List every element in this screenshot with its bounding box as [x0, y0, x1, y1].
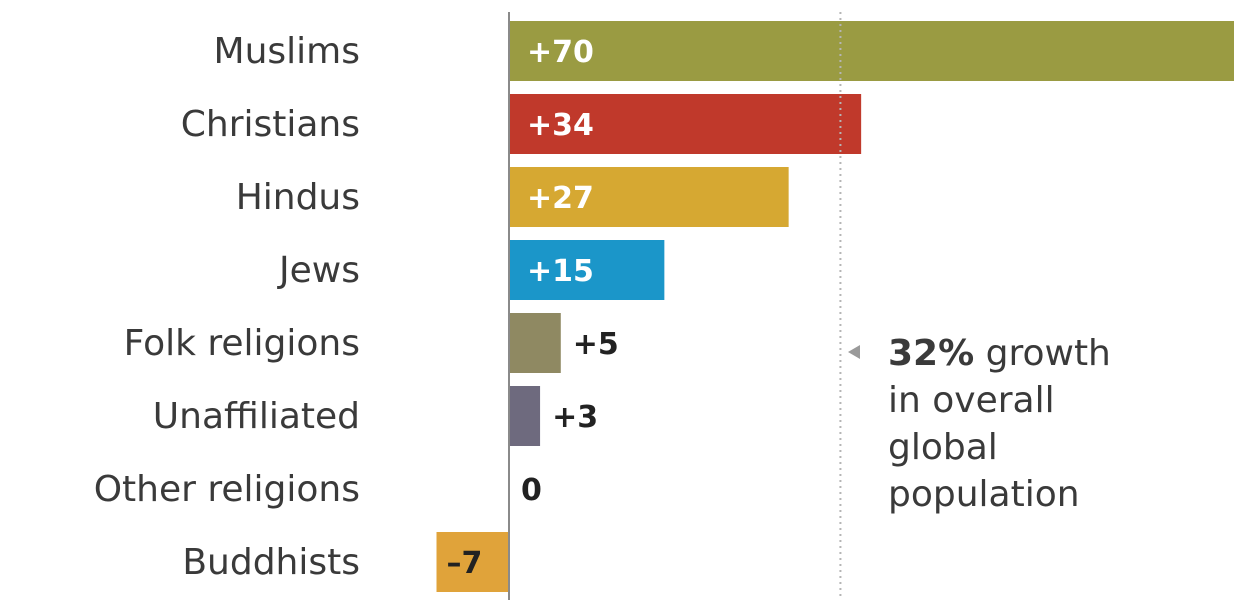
annotation-line-3: population — [888, 474, 1080, 515]
bar-hindus — [509, 167, 789, 227]
annotation-line-1: in overall — [888, 380, 1055, 421]
bar-jews — [509, 240, 665, 300]
value-label-buddhists: –7 — [447, 546, 483, 581]
value-label-folk-religions: +5 — [573, 327, 619, 362]
category-label-jews: Jews — [277, 250, 360, 291]
value-label-muslims: +70 — [527, 35, 594, 70]
annotation-line-2: global — [888, 427, 998, 468]
annotation-value: 32% — [888, 333, 974, 374]
category-label-folk-religions: Folk religions — [124, 323, 360, 364]
category-label-hindus: Hindus — [236, 177, 360, 218]
bar-unaffiliated — [509, 386, 541, 446]
bar-christians — [509, 94, 862, 154]
value-label-unaffiliated: +3 — [552, 400, 598, 435]
category-label-unaffiliated: Unaffiliated — [153, 396, 360, 437]
bar-folk-religions — [509, 313, 561, 373]
category-label-buddhists: Buddhists — [182, 542, 360, 583]
value-label-christians: +34 — [527, 108, 594, 143]
value-label-jews: +15 — [527, 254, 594, 289]
bar-muslims — [509, 21, 1234, 81]
value-label-other-religions: 0 — [521, 473, 542, 508]
category-label-christians: Christians — [181, 104, 360, 145]
annotation-line-0: growth — [974, 333, 1111, 374]
category-label-muslims: Muslims — [214, 31, 360, 72]
bar-buddhists — [436, 532, 509, 592]
value-label-hindus: +27 — [527, 181, 594, 216]
reference-arrow — [848, 345, 860, 359]
reference-annotation: 32% growth in overall global population — [888, 333, 1111, 515]
category-label-other-religions: Other religions — [94, 469, 360, 510]
